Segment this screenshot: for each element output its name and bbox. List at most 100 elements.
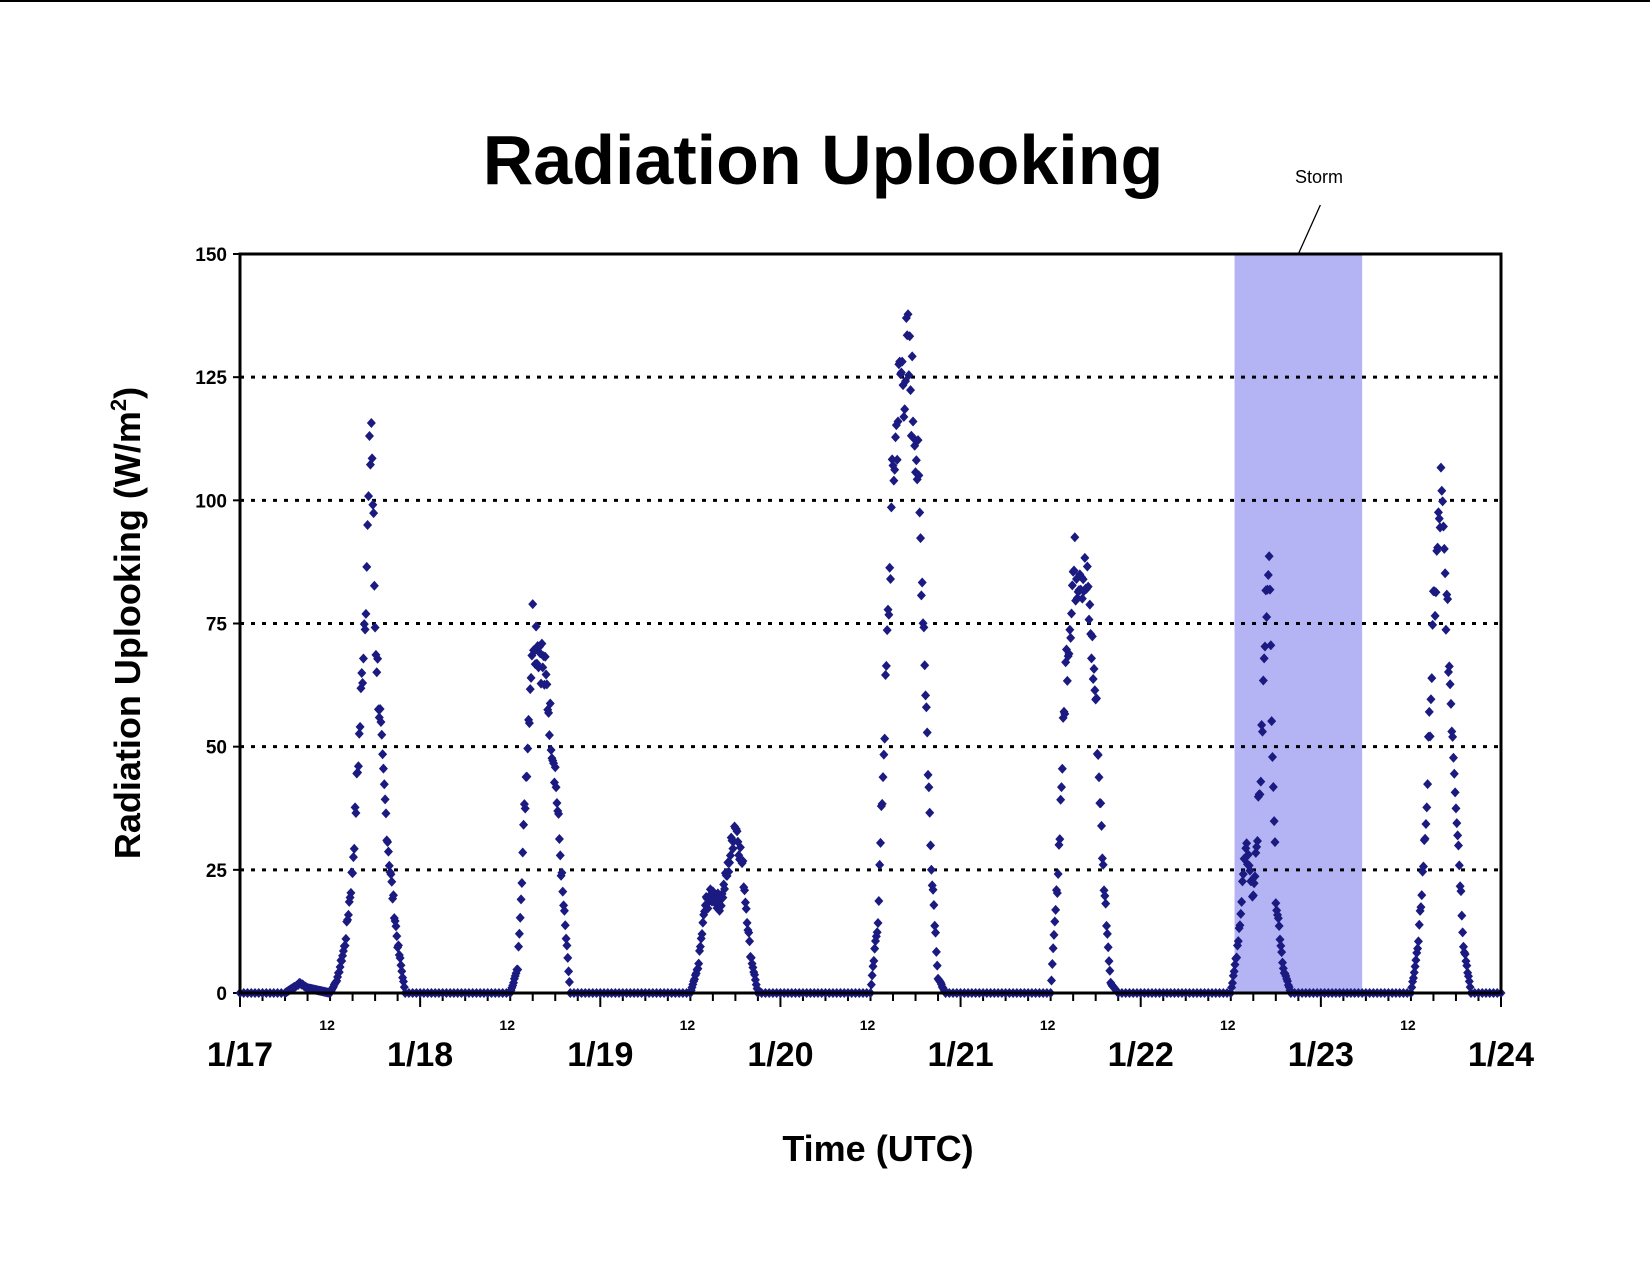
data-point <box>1277 947 1287 958</box>
data-point <box>1072 593 1082 604</box>
data-point <box>1268 782 1278 793</box>
data-point <box>515 912 525 923</box>
data-point <box>1065 624 1075 635</box>
ytick-label-0: 0 <box>216 984 227 1005</box>
data-point <box>1101 898 1111 909</box>
data-point <box>343 909 353 920</box>
data-point <box>1444 661 1454 672</box>
data-point <box>1087 653 1097 664</box>
data-point <box>1237 876 1247 887</box>
storm-leader-line <box>1297 204 1321 255</box>
data-point <box>1070 532 1080 543</box>
xtick-day-label: 1/19 <box>567 1036 633 1074</box>
data-point <box>554 808 564 819</box>
data-point <box>1057 763 1067 774</box>
y-axis-title-superscript: 2 <box>106 399 131 411</box>
data-point <box>558 886 568 897</box>
data-point <box>525 684 535 695</box>
data-point <box>1270 837 1280 848</box>
data-point <box>916 590 926 601</box>
data-point <box>1238 869 1248 880</box>
data-point <box>1055 834 1065 845</box>
data-point <box>1424 706 1434 717</box>
data-point <box>387 876 397 887</box>
data-point <box>870 943 880 954</box>
data-point <box>363 519 373 530</box>
data-point <box>879 749 889 760</box>
data-point <box>735 842 745 853</box>
data-point <box>383 846 393 857</box>
data-point <box>1100 890 1110 901</box>
xtick-day-label: 1/22 <box>1108 1036 1174 1074</box>
data-point <box>340 940 350 951</box>
data-point <box>555 850 565 861</box>
data-point <box>386 869 396 880</box>
data-point <box>1097 820 1107 831</box>
data-point <box>1060 708 1070 719</box>
data-point <box>546 744 556 755</box>
data-point <box>349 843 359 854</box>
data-point <box>520 803 530 814</box>
data-point <box>1416 902 1426 913</box>
data-point <box>1051 904 1061 915</box>
data-point <box>1434 513 1444 524</box>
data-point <box>380 794 390 805</box>
x-axis-title: Time (UTC) <box>782 1128 973 1169</box>
data-point <box>1433 542 1443 553</box>
data-point <box>1047 958 1057 969</box>
data-point <box>725 857 735 868</box>
data-point <box>378 749 388 760</box>
data-point <box>1080 552 1090 563</box>
data-point <box>524 718 534 729</box>
xtick-midday-label: 12 <box>860 1017 876 1033</box>
data-point <box>889 475 899 486</box>
data-point <box>900 404 910 415</box>
data-point <box>367 453 377 464</box>
data-point <box>1267 752 1277 763</box>
data-point <box>540 651 550 662</box>
data-point <box>377 729 387 740</box>
data-point <box>1276 940 1286 951</box>
data-point <box>348 852 358 863</box>
data-point <box>874 895 884 906</box>
data-point <box>872 927 882 938</box>
data-point <box>916 533 926 544</box>
data-point <box>376 717 386 728</box>
xtick-midday-label: 12 <box>680 1017 696 1033</box>
data-point <box>1411 955 1421 966</box>
data-point <box>1245 865 1255 876</box>
data-point <box>1066 632 1076 643</box>
data-point <box>523 743 533 754</box>
data-point <box>1453 830 1463 841</box>
data-point <box>920 660 930 671</box>
data-point <box>1266 640 1276 651</box>
data-point <box>1248 890 1258 901</box>
data-point <box>905 331 915 342</box>
data-point <box>346 887 356 898</box>
data-point <box>1271 898 1281 909</box>
data-point <box>357 667 367 678</box>
data-point <box>545 698 555 709</box>
data-point <box>1090 685 1100 696</box>
data-point <box>919 622 929 633</box>
data-point <box>378 763 388 774</box>
data-point <box>544 730 554 741</box>
data-point <box>1096 798 1106 809</box>
data-point <box>930 920 940 931</box>
data-point <box>740 897 750 908</box>
data-point <box>1085 599 1095 610</box>
data-point <box>892 454 902 465</box>
data-point <box>1437 485 1447 496</box>
data-point <box>364 430 374 441</box>
xtick-day-label: 1/17 <box>207 1036 273 1074</box>
data-point <box>517 877 527 888</box>
data-point <box>1451 803 1461 814</box>
data-point <box>1413 936 1423 947</box>
data-point <box>1053 869 1063 880</box>
top-border-line <box>0 0 1650 2</box>
y-axis-title-main: Radiation Uplooking (W/m <box>107 411 148 859</box>
data-point <box>360 624 370 635</box>
data-point <box>1052 887 1062 898</box>
xtick-midday-label: 12 <box>319 1017 335 1033</box>
data-point <box>1066 608 1076 619</box>
